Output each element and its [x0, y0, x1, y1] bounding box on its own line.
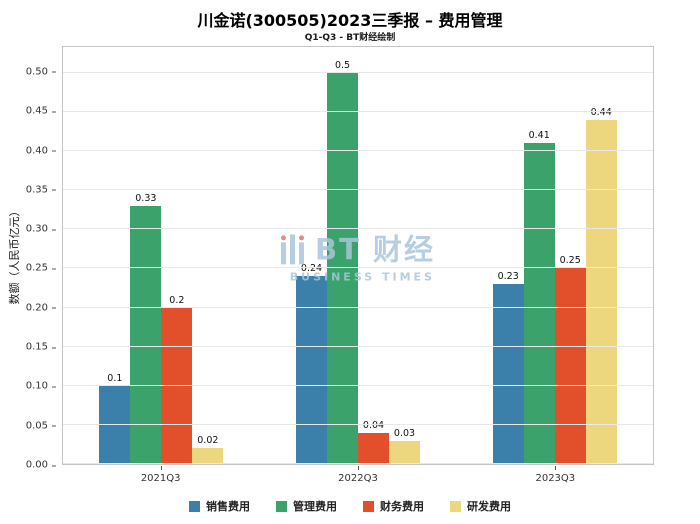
gridline	[63, 110, 653, 112]
x-tick-label-0: 2021Q3	[62, 466, 259, 484]
legend-label: 销售费用	[206, 500, 250, 513]
bar-group-1: 0.24 0.5 0.04 0.03	[260, 47, 457, 464]
legend-item-3: 研发费用	[450, 498, 511, 514]
legend-item-0: 销售费用	[189, 498, 250, 514]
chart-title: 川金诺(300505)2023三季报 – 费用管理	[197, 11, 503, 30]
gridline	[63, 423, 653, 425]
gridline	[63, 71, 653, 73]
y-tick-label: 0.30	[26, 224, 58, 235]
gridline	[63, 189, 653, 191]
y-tick-label: 0.45	[26, 106, 58, 117]
gridline	[63, 463, 653, 464]
y-tick-label: 0.15	[26, 342, 58, 353]
bar-value-label: 0.41	[528, 130, 550, 142]
bar-value-label: 0.2	[169, 294, 185, 306]
bar-s1-c2: 0.41	[523, 130, 555, 464]
legend-swatch	[189, 500, 200, 512]
bar-s0-c1: 0.24	[296, 263, 327, 464]
bar-value-label: 0.33	[135, 192, 157, 204]
y-tick-label: 0.25	[26, 263, 58, 274]
y-tick-label: 0.20	[26, 302, 58, 313]
gridline	[63, 384, 653, 386]
bar-value-label: 0.1	[107, 372, 123, 384]
bar-s3-c2: 0.44	[585, 107, 617, 464]
legend-label: 财务费用	[380, 500, 424, 513]
gridline	[63, 345, 653, 347]
legend-swatch	[450, 500, 461, 512]
x-tick-label-2: 2023Q3	[457, 466, 654, 484]
legend-swatch	[276, 500, 287, 512]
bar-s3-c0: 0.02	[192, 435, 224, 464]
gridline	[63, 306, 653, 308]
bar-value-label: 0.02	[197, 435, 219, 447]
gridline	[63, 150, 653, 152]
bar-value-label: 0.25	[559, 255, 581, 267]
bar-value-label: 0.44	[590, 106, 612, 118]
legend-item-2: 财务费用	[363, 498, 424, 514]
y-axis-ticks: 0.00 0.05 0.10 0.15 0.20 0.25 0.30 0.35 0.40 0.45…	[0, 46, 58, 471]
chart-subtitle: Q1-Q3 - BT财经绘制	[304, 33, 396, 43]
bar-s0-c2: 0.23	[492, 271, 524, 464]
y-tick-label: 0.35	[26, 184, 58, 195]
gridline	[63, 228, 653, 230]
legend-swatch	[363, 500, 374, 512]
y-tick-label: 0.10	[26, 381, 58, 392]
bar-value-label: 0.24	[300, 263, 323, 275]
plot-area: 0.1 0.33 0.2 0.02 0.24 0.5 0.04 0.03 0.23 0.41 0.2…	[62, 46, 654, 465]
bar-s1-c0: 0.33	[130, 193, 162, 464]
bar-group-0: 0.1 0.33 0.2 0.02	[63, 47, 260, 464]
y-tick-label: 0.40	[26, 145, 58, 156]
legend-item-1: 管理费用	[276, 498, 337, 514]
gridline	[63, 267, 653, 269]
bar-group-2: 0.23 0.41 0.25 0.44	[456, 47, 653, 464]
legend: 销售费用 管理费用 财务费用 研发费用	[0, 498, 700, 514]
bar-s2-c0: 0.2	[161, 295, 193, 464]
x-tick-label-1: 2022Q3	[259, 466, 456, 484]
bar-s2-c1: 0.04	[358, 420, 389, 464]
bar-value-label: 0.04	[362, 419, 385, 431]
y-tick-label: 0.50	[26, 66, 58, 77]
y-tick-label: 0.05	[26, 420, 58, 431]
bar-value-label: 0.03	[393, 427, 416, 439]
x-axis-ticks: 2021Q3 2022Q3 2023Q3	[62, 466, 654, 484]
y-tick-label: 0.00	[26, 460, 58, 471]
bar-value-label: 0.5	[334, 59, 351, 71]
bar-groups: 0.1 0.33 0.2 0.02 0.24 0.5 0.04 0.03 0.23 0.41 0.2…	[63, 47, 653, 464]
bar-s2-c2: 0.25	[554, 255, 586, 464]
legend-label: 管理费用	[293, 500, 337, 513]
bar-s3-c1: 0.03	[389, 428, 420, 464]
legend-label: 研发费用	[467, 500, 511, 513]
bar-value-label: 0.23	[497, 271, 519, 283]
